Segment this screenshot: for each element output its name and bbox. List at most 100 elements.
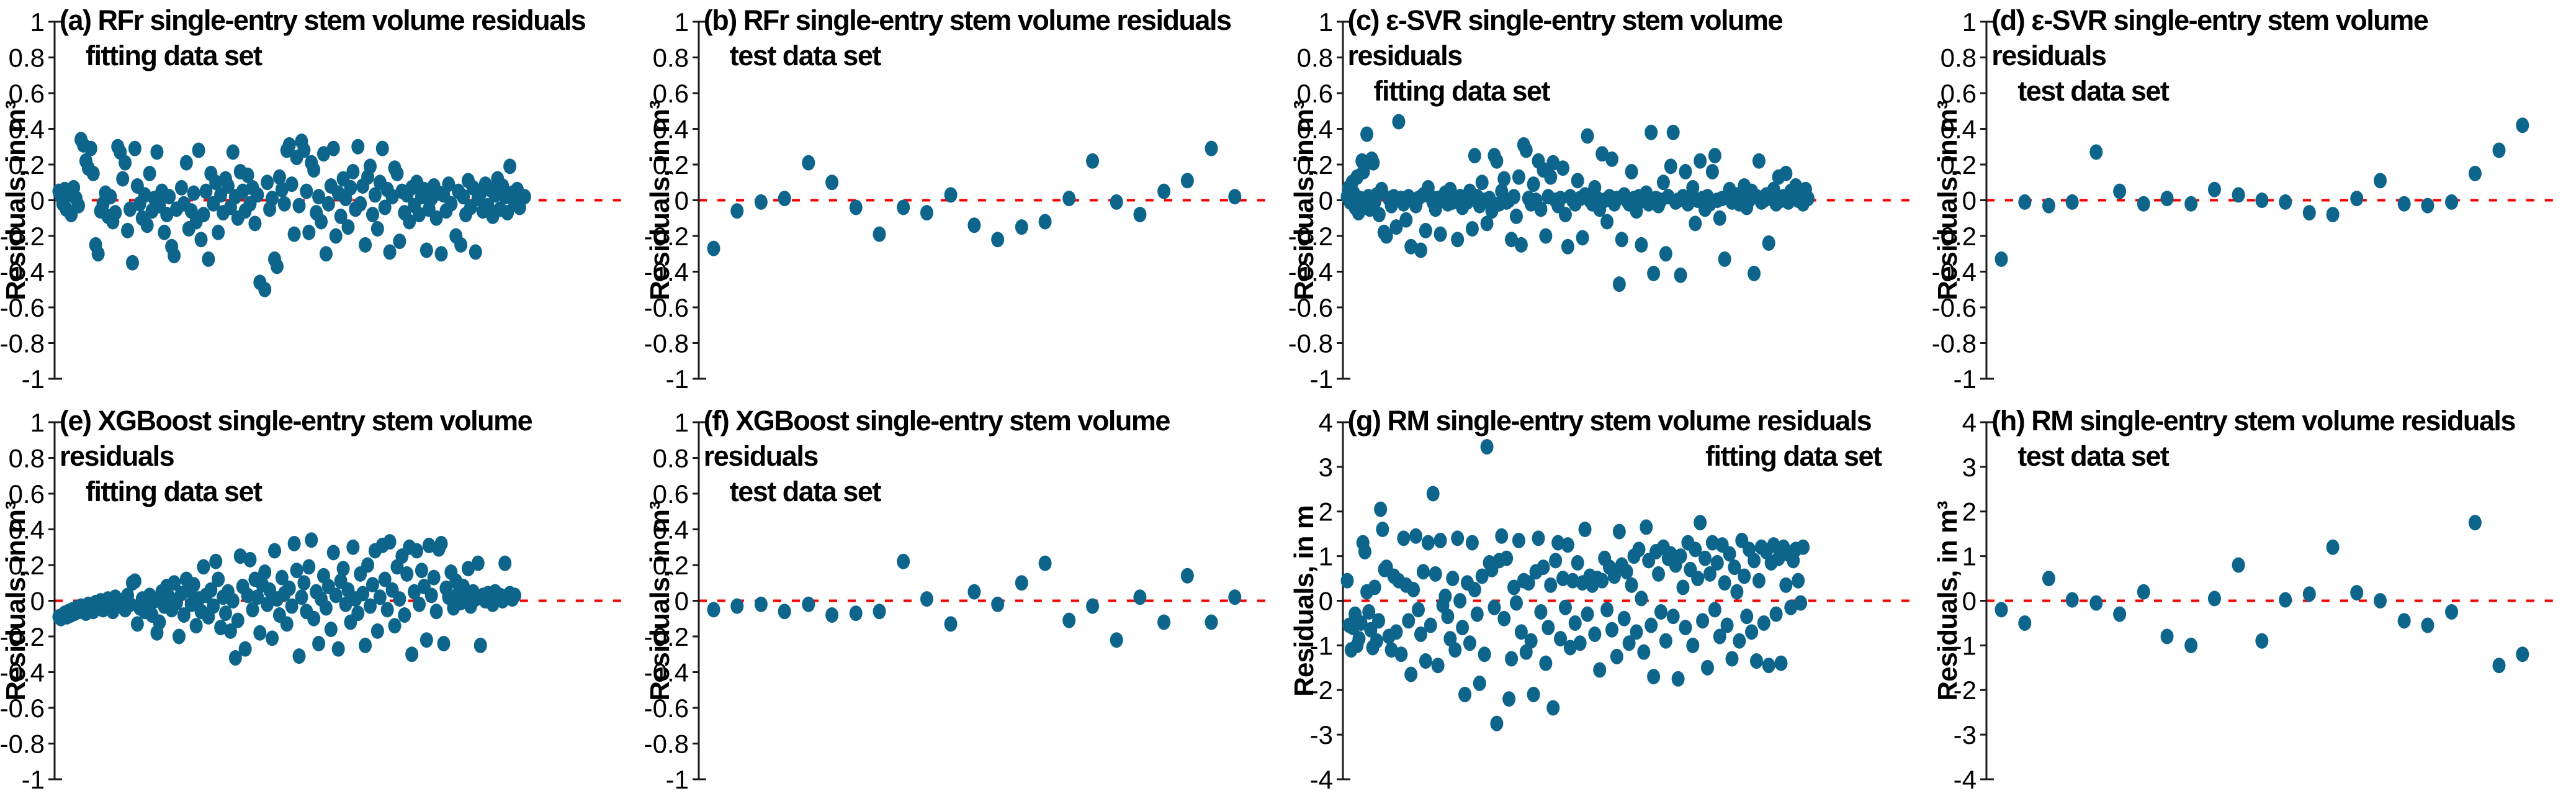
data-point [231,612,245,628]
data-point [1085,153,1099,169]
y-tick-label: -0.6 [0,293,45,322]
data-point [209,553,223,569]
data-point [84,140,97,156]
y-tick-label: 1 [1962,7,1977,37]
data-point [1553,191,1567,207]
data-point [285,598,298,614]
data-point [1368,579,1381,595]
y-tick-label: -1 [22,364,45,394]
data-point [1659,633,1672,649]
panel-h: 4 3 2 1 0 -1 -2 -3 -4 Residuals, in m³ (h) RM si… [1932,400,2576,801]
data-point [434,246,448,262]
data-point [1507,189,1520,205]
data-point [1580,128,1594,144]
scatter-plot-e: 1 0.8 0.6 0.4 0.2 0 -0.2 -0.4 -0.6 -0.8 -1 [0,408,628,794]
data-point [1458,686,1471,702]
y-tick-label: 0.2 [9,551,45,580]
data-point [143,165,156,181]
data-point [1739,609,1753,625]
y-tick-label: 0.8 [1296,43,1332,72]
data-point [1561,238,1574,255]
data-point [1527,686,1540,702]
data-point [300,183,313,199]
y-tick-label: -0.6 [644,694,689,723]
data-point [1489,715,1503,731]
data-point [104,189,117,205]
data-point [1228,589,1242,605]
data-point [1573,635,1587,651]
data-point [457,189,470,205]
data-point [179,155,193,171]
data-point [1538,228,1552,244]
data-point [128,140,141,156]
data-point [1062,191,1075,207]
data-point [1419,222,1432,238]
data-point [125,255,139,271]
data-point [172,628,186,645]
data-point [1644,617,1658,633]
y-tick-label: 0.2 [652,551,688,580]
data-point [302,559,316,575]
data-point [754,596,768,612]
y-tick-label: -1 [1309,364,1332,394]
data-point [2137,584,2150,600]
data-point [398,607,411,623]
y-tick-label: 0.8 [652,443,688,473]
panel-subtitle: fitting data set [86,476,263,507]
data-point [315,214,328,230]
panel-title-line1: (e) XGBoost single-entry stem volume res… [60,405,533,472]
data-point [730,203,744,219]
data-point [1688,541,1702,558]
data-point [378,199,392,215]
data-point [1703,566,1717,582]
data-point [1693,153,1707,169]
data-point [754,194,768,210]
data-point [248,215,262,232]
data-point [1440,609,1454,625]
data-point [251,187,264,203]
data-point [1595,146,1609,162]
data-point [1391,114,1405,130]
scatter-plot-g: 4 3 2 1 0 -1 -2 -3 -4 [1309,408,1916,794]
data-point [2326,207,2340,222]
panel-c: 1 0.8 0.6 0.4 0.2 0 -0.2 -0.4 -0.6 -0.8 -1 Residua… [1288,0,1932,400]
data-point [1730,584,1743,600]
panel-subtitle: test data set [729,40,882,71]
y-tick-label: 0.6 [1296,79,1332,108]
data-point [2374,593,2387,609]
data-point [359,237,372,253]
data-point [454,237,468,253]
y-tick-label: -0.4 [0,658,45,687]
data-point [1592,662,1606,678]
y-tick-label: 0 [30,186,45,215]
data-point [2113,606,2127,622]
data-point [1543,577,1557,593]
panel-title-line1: (f) XGBoost single-entry stem volume res… [703,405,1171,472]
data-point [1720,617,1734,633]
data-point [1678,620,1692,636]
data-point [2160,191,2174,207]
data-point [305,532,318,548]
data-point [393,591,406,607]
data-point [1532,530,1545,546]
data-point [1205,614,1218,630]
data-point [1419,653,1432,669]
data-point [1752,572,1766,589]
data-point [1527,176,1540,192]
data-point [2326,539,2340,555]
y-tick-label: -0.8 [0,328,45,358]
y-tick-label: 1 [674,7,688,37]
data-point [1499,550,1513,566]
y-tick-label: 1 [30,7,45,37]
data-point [221,178,235,194]
data-point [1708,148,1721,164]
data-point [2065,194,2079,210]
data-point [1205,140,1218,156]
data-point [1678,164,1692,179]
data-point [1612,523,1626,540]
data-point [2421,197,2435,214]
data-point [366,577,379,593]
data-point [153,614,166,630]
data-point [1556,571,1569,587]
data-point [1688,215,1702,232]
